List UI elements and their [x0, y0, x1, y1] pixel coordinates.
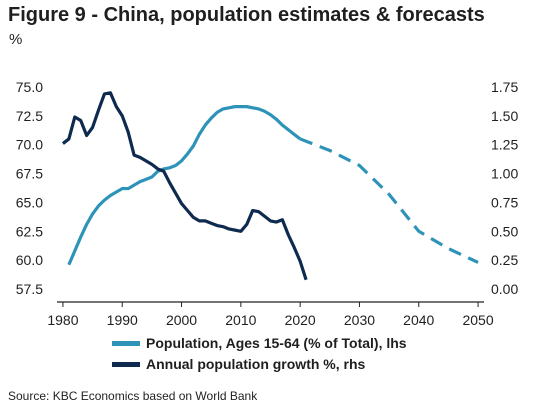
right-y-tick-label: 0.25: [491, 252, 518, 268]
source-note: Source: KBC Economics based on World Ban…: [8, 389, 258, 403]
left-y-tick-label: 65.0: [16, 194, 43, 210]
left-y-tick-label: 67.5: [16, 166, 43, 182]
x-tick-label: 2040: [403, 312, 434, 328]
x-tick-label: 2000: [166, 312, 197, 328]
right-y-tick-label: 1.75: [491, 79, 518, 95]
ticks-group: 1980 1990 2000 2010 2020 2030 2040 2050 57.5 60.0…: [16, 79, 519, 328]
legend-label-growth: Annual population growth %, rhs: [146, 356, 366, 372]
x-tick-label: 1990: [107, 312, 138, 328]
right-y-tick-label: 1.50: [491, 108, 518, 124]
legend-swatch-working-age: [112, 340, 140, 346]
left-y-tick-label: 70.0: [16, 137, 43, 153]
legend-item-growth: Annual population growth %, rhs: [112, 356, 365, 372]
left-y-tick-label: 72.5: [16, 108, 43, 124]
legend-item-working-age: Population, Ages 15-64 (% of Total), lhs: [112, 335, 407, 351]
series-line-working-age-forecast: [299, 137, 479, 264]
series-line-growth: [61, 91, 308, 281]
x-tick-label: 2020: [285, 312, 316, 328]
right-y-tick-label: 1.25: [491, 137, 518, 153]
right-y-tick-label: 0.50: [491, 223, 518, 239]
legend-label-working-age: Population, Ages 15-64 (% of Total), lhs: [146, 335, 407, 351]
legend-swatch-growth: [112, 361, 140, 367]
left-y-tick-label: 62.5: [16, 223, 43, 239]
left-y-tick-label: 57.5: [16, 281, 43, 297]
x-tick-label: 2050: [462, 312, 493, 328]
left-y-tick-label: 60.0: [16, 252, 43, 268]
x-tick-label: 2030: [344, 312, 375, 328]
right-y-tick-label: 0.00: [491, 281, 518, 297]
series-group: [61, 91, 479, 281]
x-tick-label: 1980: [47, 312, 78, 328]
right-y-tick-label: 0.75: [491, 194, 518, 210]
left-y-tick-label: 75.0: [16, 79, 43, 95]
right-y-tick-label: 1.00: [491, 166, 518, 182]
unit-label: %: [9, 31, 23, 48]
chart-title: Figure 9 - China, population estimates &…: [8, 4, 485, 26]
series-line-working-age: [67, 105, 302, 266]
x-tick-label: 2010: [225, 312, 256, 328]
axes-group: [57, 301, 484, 307]
